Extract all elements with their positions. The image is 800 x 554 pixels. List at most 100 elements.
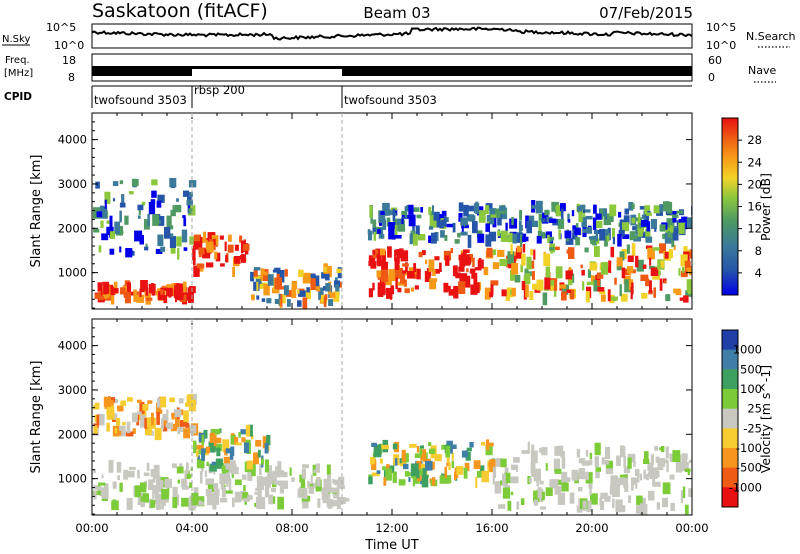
range-gate-cell (124, 291, 129, 298)
range-gate-cell (234, 244, 239, 251)
range-gate-cell (582, 228, 589, 233)
range-gate-cell (448, 449, 453, 454)
range-gate-cell (472, 221, 478, 234)
range-gate-cell (207, 478, 215, 485)
freq-label-line1: Freq. (5, 55, 30, 66)
range-gate-cell (300, 481, 306, 489)
range-gate-cell (451, 460, 455, 469)
range-gate-cell (256, 479, 264, 490)
range-gate-cell (127, 470, 135, 478)
range-gate-cell (256, 496, 260, 509)
range-gate-cell (111, 500, 119, 511)
range-gate-cell (224, 241, 227, 252)
range-gate-cell (465, 451, 471, 461)
range-gate-cell (101, 233, 109, 241)
range-gate-cell (147, 213, 150, 226)
range-gate-cell (604, 495, 611, 502)
range-gate-cell (126, 421, 131, 434)
range-gate-cell (394, 224, 398, 236)
range-gate-cell (142, 493, 149, 503)
range-gate-cell (467, 234, 472, 248)
range-gate-cell (473, 460, 481, 470)
range-gate-cell (228, 236, 232, 241)
range-gate-cell (257, 497, 266, 510)
range-gate-cell (142, 404, 149, 411)
range-gate-cell (678, 219, 683, 223)
range-gate-cell (510, 464, 517, 470)
range-gate-cell (256, 475, 259, 482)
range-gate-cell (471, 268, 476, 279)
range-gate-cell (291, 281, 298, 290)
range-gate-cell (676, 210, 684, 214)
range-gate-cell (250, 434, 254, 440)
range-gate-cell (529, 290, 534, 300)
range-gate-cell (571, 469, 579, 481)
range-gate-cell (585, 291, 590, 303)
range-gate-cell (101, 474, 104, 479)
range-gate-cell (647, 462, 654, 472)
range-gate-cell (595, 472, 600, 479)
range-gate-cell (575, 237, 580, 246)
range-gate-cell (385, 468, 392, 477)
range-gate-cell (143, 472, 150, 477)
range-gate-cell (428, 235, 433, 244)
range-gate-cell (286, 290, 294, 297)
range-gate-cell (183, 410, 189, 423)
range-gate-cell (597, 280, 601, 287)
range-gate-cell (681, 461, 689, 472)
range-gate-cell (180, 292, 184, 297)
range-gate-cell (231, 470, 234, 479)
range-gate-cell (430, 461, 435, 470)
range-gate-cell (561, 208, 564, 219)
nsearch-tick-low: 10^0 (706, 39, 736, 52)
range-gate-cell (533, 499, 538, 506)
range-gate-cell (207, 482, 214, 493)
range-gate-cell (632, 235, 638, 240)
range-gate-cell (497, 230, 501, 237)
range-gate-cell (682, 486, 686, 499)
range-gate-cell (586, 281, 595, 286)
range-gate-cell (659, 204, 664, 213)
range-gate-cell (110, 286, 116, 296)
range-gate-cell (152, 214, 160, 226)
range-gate-cell (467, 205, 475, 212)
range-gate-cell (642, 264, 647, 269)
range-gate-cell (291, 477, 295, 482)
range-gate-cell (499, 205, 506, 211)
range-gate-cell (232, 267, 235, 277)
range-gate-cell (560, 451, 565, 458)
range-gate-cell (177, 479, 181, 484)
range-gate-cell (489, 291, 493, 298)
range-gate-cell (684, 468, 691, 472)
y-tick-label: 1000 (58, 266, 87, 280)
range-gate-cell (521, 253, 526, 266)
range-gate-cell (555, 205, 563, 217)
range-gate-cell (400, 270, 406, 284)
range-gate-cell (321, 272, 328, 279)
range-gate-cell (500, 208, 507, 214)
range-gate-cell (245, 424, 251, 437)
range-gate-cell (104, 191, 111, 204)
range-gate-cell (337, 485, 345, 489)
range-gate-cell (664, 280, 667, 284)
range-gate-cell (671, 234, 675, 248)
x-tick-label: 16:00 (475, 521, 508, 535)
range-gate-cell (656, 466, 664, 471)
range-gate-cell (219, 235, 224, 240)
range-gate-cell (379, 458, 383, 464)
range-gate-cell (377, 228, 381, 234)
range-gate-cell (136, 294, 145, 303)
range-gate-cell (270, 487, 276, 493)
range-gate-cell (97, 486, 102, 493)
range-gate-cell (244, 442, 249, 454)
range-gate-cell (682, 255, 688, 260)
range-gate-cell (450, 248, 453, 254)
range-gate-cell (202, 253, 207, 259)
range-gate-cell (655, 456, 660, 463)
range-gate-cell (204, 470, 208, 477)
range-gate-cell (140, 502, 145, 508)
range-gate-cell (636, 259, 644, 272)
range-gate-cell (648, 490, 655, 501)
range-gate-cell (647, 471, 654, 478)
range-gate-cell (542, 212, 549, 224)
